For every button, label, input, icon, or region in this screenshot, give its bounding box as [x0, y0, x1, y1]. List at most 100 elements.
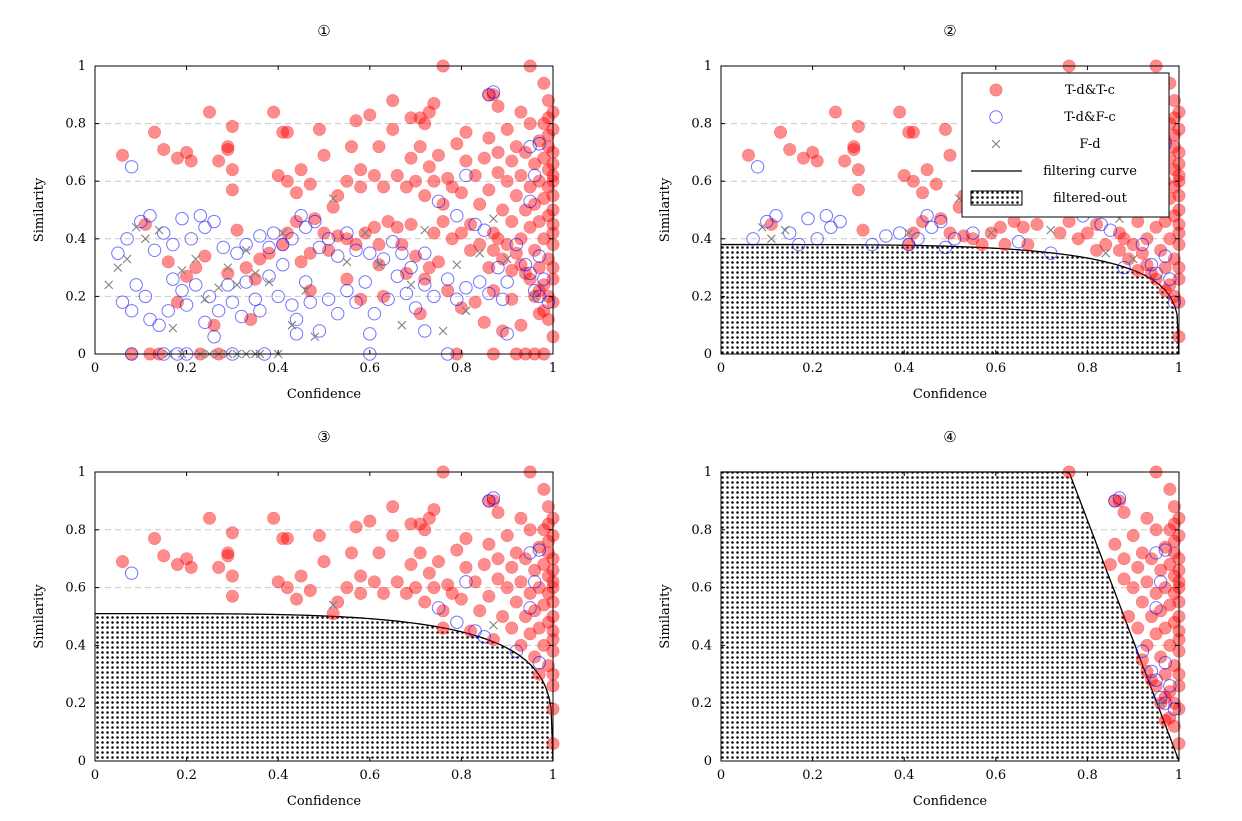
x-axis-label: Confidence: [913, 794, 987, 809]
point-td-tc: [198, 249, 212, 263]
point-td-tc: [427, 503, 441, 517]
point-td-tc: [1163, 482, 1177, 496]
point-td-tc: [806, 145, 820, 159]
point-td-tc: [441, 284, 455, 298]
point-td-tc: [491, 99, 505, 113]
point-fd: [780, 225, 790, 235]
point-td-tc: [386, 529, 400, 543]
point-td-fc: [143, 312, 157, 327]
point-td-tc: [331, 189, 345, 203]
point-td-tc: [422, 511, 436, 525]
point-td-tc: [541, 517, 555, 531]
point-td-fc: [1108, 494, 1122, 508]
point-td-tc: [436, 197, 450, 211]
point-td-tc: [505, 560, 519, 574]
point-td-tc: [363, 514, 377, 528]
point-td-tc: [1112, 243, 1126, 257]
point-td-tc: [496, 609, 510, 623]
point-fd: [1046, 225, 1056, 235]
point-td-fc: [1135, 237, 1150, 252]
point-td-tc: [486, 243, 500, 257]
point-td-tc: [505, 215, 519, 229]
point-td-tc: [212, 560, 226, 574]
point-td-fc: [161, 304, 175, 318]
point-td-fc: [289, 312, 304, 327]
point-td-tc: [280, 531, 294, 545]
point-td-tc: [537, 191, 551, 205]
point-td-tc: [436, 604, 450, 618]
point-td-tc: [1131, 263, 1145, 277]
point-td-fc: [340, 226, 354, 240]
point-td-fc: [349, 243, 363, 258]
point-td-tc: [1167, 534, 1181, 548]
y-tick-label: 0.4: [65, 638, 86, 653]
point-td-fc: [207, 330, 221, 344]
point-td-tc: [280, 581, 294, 595]
point-td-tc: [290, 186, 304, 200]
point-td-fc: [166, 272, 180, 286]
plot-frame: [720, 65, 1180, 355]
point-td-tc: [477, 151, 491, 165]
point-td-tc: [993, 220, 1007, 234]
point-td-tc: [1163, 598, 1177, 612]
x-tick-label: 0.4: [268, 768, 289, 783]
point-td-fc: [1144, 258, 1159, 272]
x-tick-label: 0.8: [1077, 768, 1098, 783]
point-td-fc: [349, 295, 363, 309]
point-td-tc: [450, 137, 464, 151]
point-td-fc: [911, 232, 925, 246]
point-td-tc: [1167, 569, 1181, 583]
point-td-tc: [541, 312, 555, 326]
point-td-tc: [409, 249, 423, 263]
point-td-fc: [285, 232, 299, 246]
point-td-tc: [1140, 258, 1154, 272]
point-td-tc: [500, 122, 514, 136]
point-td-tc: [390, 575, 404, 589]
point-td-tc: [1103, 557, 1117, 571]
point-td-tc: [161, 255, 175, 269]
legend-label-td-fc: T-d&F-c: [1064, 110, 1115, 125]
point-td-fc: [271, 289, 285, 304]
x-tick-label: 0.6: [985, 361, 1006, 376]
x-tick-label: 1: [1175, 361, 1183, 376]
legend: T-d&T-c T-d&F-c F-d filtering curve filtered…: [961, 72, 1170, 218]
point-td-tc: [1080, 226, 1094, 240]
point-td-tc: [929, 177, 943, 191]
point-td-fc: [381, 292, 395, 306]
point-td-tc: [390, 168, 404, 182]
point-fd: [1128, 254, 1138, 264]
point-td-tc: [509, 546, 523, 560]
point-td-fc: [1167, 702, 1182, 716]
point-td-fc: [500, 275, 514, 289]
point-td-fc: [294, 209, 308, 223]
point-td-tc: [253, 252, 267, 266]
point-td-fc: [289, 327, 304, 341]
point-td-fc: [486, 491, 501, 505]
point-td-fc: [527, 575, 542, 589]
point-td-tc: [486, 633, 500, 647]
point-td-fc: [1112, 491, 1127, 505]
point-td-tc: [354, 569, 368, 583]
point-td-tc: [404, 111, 418, 125]
point-td-tc: [541, 163, 555, 177]
point-td-tc: [1140, 575, 1154, 589]
point-td-fc: [175, 211, 189, 226]
point-td-fc: [363, 246, 377, 260]
point-td-fc: [523, 601, 537, 615]
point-td-tc: [514, 511, 528, 525]
point-td-tc: [500, 174, 514, 188]
point-fd: [502, 254, 512, 264]
point-td-fc: [473, 275, 487, 289]
point-td-tc: [303, 583, 317, 597]
point-td-tc: [920, 163, 934, 177]
point-td-fc: [477, 223, 491, 237]
point-td-tc: [541, 209, 555, 223]
point-td-fc: [418, 278, 432, 292]
point-fd: [397, 320, 407, 330]
point-td-tc: [1163, 557, 1177, 571]
point-td-fc: [477, 630, 491, 644]
point-td-tc: [399, 180, 413, 194]
point-td-tc: [473, 197, 487, 211]
point-fd: [420, 225, 430, 235]
point-td-fc: [938, 240, 953, 255]
